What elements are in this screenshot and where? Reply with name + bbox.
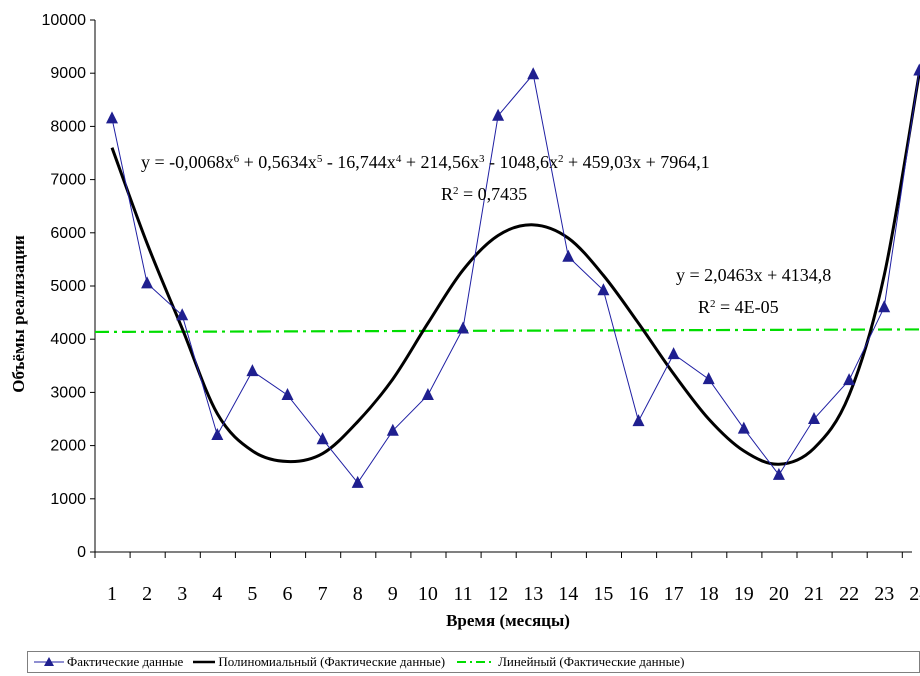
polynomial-r-squared: R2 = 0,7435 — [441, 184, 527, 204]
x-tick-label: 15 — [593, 583, 613, 605]
x-tick-label: 24 — [909, 583, 920, 605]
x-tick-label: 19 — [734, 583, 754, 605]
data-point-actual — [351, 475, 364, 488]
data-point-actual — [562, 249, 575, 262]
data-point-actual — [141, 276, 154, 289]
y-axis-ticks: 0 1000 2000 3000 4000 5000 6000 7000 8000 9000 100… — [42, 12, 95, 561]
legend-item-polynomial: Полиномиальный (Фактические данные) — [193, 654, 445, 670]
x-tick-label: 8 — [353, 583, 363, 605]
data-point-actual — [702, 372, 715, 385]
axes — [94, 20, 912, 553]
x-tick-label: 11 — [453, 583, 472, 605]
data-point-actual — [211, 427, 224, 440]
data-point-actual — [597, 283, 610, 296]
data-point-actual — [737, 421, 750, 434]
data-point-actual — [421, 388, 434, 401]
x-tick-label: 22 — [839, 583, 859, 605]
y-tick-label: 7000 — [50, 172, 86, 189]
x-axis-title: Время (месяцы) — [446, 611, 570, 630]
y-tick-label: 5000 — [50, 278, 86, 295]
series-actual-line — [111, 70, 920, 484]
data-point-actual — [632, 414, 645, 427]
series-linear-trend — [94, 328, 920, 334]
series-layer — [94, 63, 920, 488]
x-tick-label: 1 — [107, 583, 117, 605]
x-tick-label: 12 — [488, 583, 508, 605]
x-tick-label: 21 — [804, 583, 824, 605]
data-point-actual — [843, 373, 856, 386]
data-point-actual — [808, 412, 820, 424]
y-tick-label: 0 — [77, 544, 86, 561]
legend-label-linear: Линейный (Фактические данные) — [498, 654, 685, 669]
data-point-actual — [176, 308, 189, 321]
x-tick-label: 4 — [212, 583, 222, 605]
y-tick-label: 2000 — [50, 438, 86, 455]
data-point-actual — [316, 432, 329, 445]
y-tick-label: 10000 — [42, 12, 87, 29]
data-point-actual — [246, 364, 259, 377]
y-tick-label: 3000 — [50, 384, 86, 401]
legend-label-actual: Фактические данные — [67, 654, 184, 669]
series-polynomial-trend — [110, 72, 920, 466]
x-tick-label: 2 — [142, 583, 152, 605]
x-tick-label: 23 — [874, 583, 894, 605]
linear-r-squared: R2 = 4E-05 — [698, 297, 779, 317]
x-tick-label: 5 — [247, 583, 257, 605]
x-tick-label: 17 — [664, 583, 684, 605]
y-tick-label: 8000 — [50, 118, 86, 135]
polynomial-equation: y = -0,0068x6 + 0,5634x5 - 16,744x4 + 21… — [141, 152, 710, 172]
legend-swatch-linear-icon — [457, 661, 496, 663]
x-tick-label: 14 — [558, 583, 578, 605]
data-point-actual — [913, 63, 920, 76]
x-tick-label: 6 — [283, 583, 293, 605]
data-point-actual — [772, 467, 785, 480]
linear-equation: y = 2,0463x + 4134,8 — [676, 265, 831, 285]
x-tick-label: 3 — [177, 583, 187, 605]
legend-swatch-actual-icon — [34, 657, 64, 666]
x-tick-label: 13 — [523, 583, 543, 605]
legend-swatch-polynomial-icon — [193, 660, 216, 664]
y-axis-title: Объёмы реализации — [9, 235, 28, 393]
data-point-actual — [527, 67, 540, 80]
data-point-actual — [492, 108, 505, 121]
y-tick-label: 9000 — [50, 65, 86, 82]
data-point-actual — [457, 321, 469, 334]
legend-item-actual: Фактические данные — [34, 654, 183, 670]
x-tick-label: 9 — [388, 583, 398, 605]
y-tick-label: 4000 — [50, 331, 86, 348]
data-point-actual — [878, 300, 891, 313]
legend-label-polynomial: Полиномиальный (Фактические данные) — [218, 654, 446, 669]
y-tick-label: 6000 — [50, 225, 86, 242]
x-tick-label: 7 — [318, 583, 328, 605]
data-point-actual — [281, 388, 294, 401]
y-tick-label: 1000 — [50, 491, 86, 508]
legend-item-linear: Линейный (Фактические данные) — [455, 654, 684, 670]
x-axis-ticks: 123456789101112131415161718192021222324 — [94, 552, 920, 605]
x-tick-label: 10 — [418, 583, 438, 605]
x-tick-label: 20 — [769, 583, 789, 605]
legend: Фактические данные Полиномиальный (Факти… — [27, 651, 920, 673]
x-tick-label: 16 — [629, 583, 649, 605]
data-point-actual — [386, 423, 399, 436]
x-tick-label: 18 — [699, 583, 719, 605]
data-point-actual — [667, 347, 680, 360]
data-point-actual — [106, 111, 118, 124]
